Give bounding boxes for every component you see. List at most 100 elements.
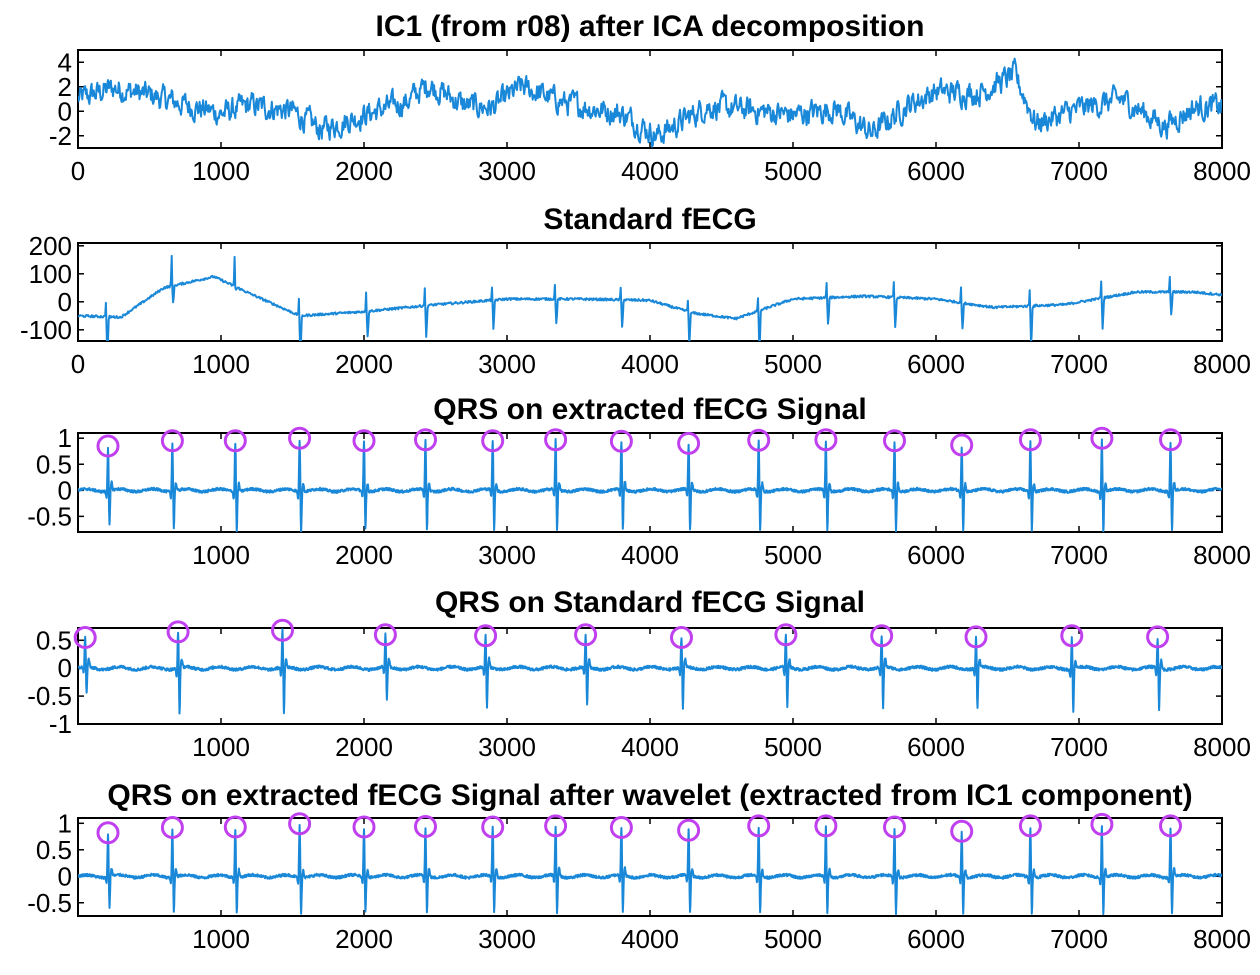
- qrs-marker: [609, 816, 633, 839]
- qrs-marker: [747, 814, 771, 838]
- x-tick-label: 0: [71, 156, 85, 186]
- x-tick-label: 2000: [335, 540, 393, 570]
- qrs-marker: [96, 821, 120, 845]
- qrs-marker: [774, 623, 798, 647]
- y-tick-label: 0.5: [36, 625, 72, 655]
- chart-3: QRS on extracted fECG Signal 1000 2000 3000…: [27, 393, 1251, 570]
- signal-line: [78, 57, 1222, 148]
- x-tick-label: 1000: [192, 540, 250, 570]
- qrs-marker: [747, 428, 771, 452]
- y-tick-label: 1: [58, 808, 72, 838]
- x-tick-label: 3000: [478, 540, 536, 570]
- x-tick-label: 1000: [192, 924, 250, 954]
- qrs-marker: [166, 620, 190, 644]
- qrs-marker: [73, 626, 97, 649]
- x-tick-label: 6000: [907, 349, 965, 379]
- y-tick-label: 0: [58, 96, 72, 126]
- plot-area: [77, 432, 1223, 533]
- qrs-marker: [414, 428, 437, 452]
- x-tick-label: 6000: [907, 156, 965, 186]
- chart-title: QRS on Standard fECG Signal: [435, 586, 865, 619]
- x-tick-label: 5000: [764, 924, 822, 954]
- y-tick-label: -0.5: [27, 501, 72, 531]
- qrs-marker: [160, 429, 184, 453]
- qrs-marker: [883, 429, 906, 453]
- qrs-marker: [870, 624, 894, 648]
- chart-5: QRS on extracted fECG Signal after wavel…: [27, 779, 1251, 954]
- qrs-marker: [474, 624, 498, 648]
- x-tick-label: 4000: [621, 924, 679, 954]
- x-tick-label: 5000: [764, 732, 822, 762]
- qrs-marker: [1060, 624, 1084, 648]
- qrs-marker: [1090, 426, 1114, 450]
- x-tick-label: 7000: [1050, 349, 1108, 379]
- x-tick-label: 2000: [335, 349, 393, 379]
- signal-line: [78, 628, 1222, 715]
- x-tick-label: 7000: [1050, 540, 1108, 570]
- y-tick-label: 0: [58, 861, 72, 891]
- x-tick-label: 4000: [621, 540, 679, 570]
- x-tick-label: 1000: [192, 349, 250, 379]
- qrs-marker: [1018, 428, 1042, 452]
- y-tick-label: -1: [49, 709, 72, 739]
- x-tick-label: 8000: [1193, 540, 1251, 570]
- qrs-marker: [1146, 625, 1170, 649]
- x-tick-label: 6000: [907, 732, 965, 762]
- y-tick-label: 200: [29, 231, 72, 261]
- x-tick-label: 1000: [192, 732, 250, 762]
- qrs-marker: [288, 812, 312, 836]
- x-tick-label: 6000: [907, 540, 965, 570]
- qrs-marker: [223, 815, 247, 839]
- plot-area: [77, 627, 1223, 725]
- y-tick-label: 0: [58, 287, 72, 317]
- x-tick-label: 7000: [1050, 732, 1108, 762]
- y-tick-label: -100: [20, 315, 72, 345]
- chart-4: QRS on Standard fECG Signal 1000 2000 3000 4…: [27, 586, 1251, 762]
- qrs-marker: [1159, 428, 1182, 452]
- y-tick-label: 0.5: [36, 449, 72, 479]
- x-tick-label: 7000: [1050, 156, 1108, 186]
- x-tick-label: 5000: [764, 156, 822, 186]
- qrs-marker: [883, 815, 906, 839]
- qrs-marker: [414, 815, 437, 838]
- plot-area: [77, 817, 1223, 917]
- qrs-marker: [160, 816, 184, 839]
- signal-line: [78, 438, 1222, 532]
- y-tick-label: 0.5: [36, 835, 72, 865]
- qrs-marker: [481, 815, 505, 839]
- qrs-marker: [950, 433, 974, 457]
- qrs-marker: [670, 626, 693, 649]
- chart-title: QRS on extracted fECG Signal after wavel…: [107, 779, 1192, 812]
- y-tick-label: 4: [58, 47, 72, 77]
- y-tick-label: -2: [49, 121, 72, 151]
- chart-title: IC1 (from r08) after ICA decomposition: [376, 10, 925, 43]
- qrs-marker: [950, 819, 974, 843]
- qrs-marker: [964, 625, 988, 649]
- y-tick-label: 100: [29, 259, 72, 289]
- qrs-marker: [574, 623, 598, 647]
- qrs-marker: [609, 429, 633, 453]
- x-tick-label: 3000: [478, 924, 536, 954]
- qrs-marker: [1159, 814, 1182, 838]
- qrs-marker: [677, 818, 701, 842]
- y-tick-label: 0: [58, 653, 72, 683]
- x-tick-label: 3000: [478, 156, 536, 186]
- x-tick-label: 2000: [335, 924, 393, 954]
- qrs-marker: [373, 623, 397, 647]
- qrs-marker: [96, 434, 120, 458]
- chart-title: QRS on extracted fECG Signal: [433, 393, 866, 426]
- x-tick-label: 4000: [621, 349, 679, 379]
- qrs-marker: [814, 814, 838, 838]
- x-tick-label: 5000: [764, 540, 822, 570]
- x-tick-label: 8000: [1193, 349, 1251, 379]
- x-tick-label: 7000: [1050, 924, 1108, 954]
- chart-title: Standard fECG: [543, 203, 756, 236]
- qrs-marker: [271, 618, 294, 642]
- qrs-marker: [1090, 812, 1114, 836]
- qrs-marker: [481, 429, 505, 453]
- x-tick-label: 5000: [764, 349, 822, 379]
- qrs-marker: [223, 429, 247, 453]
- x-tick-label: 1000: [192, 156, 250, 186]
